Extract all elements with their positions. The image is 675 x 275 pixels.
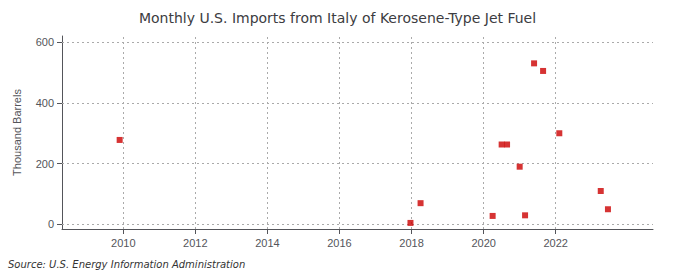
svg-text:2016: 2016 — [327, 237, 351, 249]
svg-text:Source: U.S. Energy Informatio: Source: U.S. Energy Information Administ… — [8, 259, 245, 270]
svg-text:2020: 2020 — [471, 237, 495, 249]
svg-text:2010: 2010 — [111, 237, 135, 249]
svg-text:2014: 2014 — [255, 237, 279, 249]
svg-text:2022: 2022 — [543, 237, 567, 249]
svg-text:Thousand Barrels: Thousand Barrels — [11, 89, 23, 176]
svg-text:200: 200 — [36, 158, 54, 170]
svg-text:2018: 2018 — [399, 237, 423, 249]
svg-text:0: 0 — [48, 218, 54, 230]
svg-text:600: 600 — [36, 36, 54, 48]
svg-text:2012: 2012 — [183, 237, 207, 249]
svg-text:Monthly U.S. Imports from Ital: Monthly U.S. Imports from Italy of Keros… — [139, 10, 536, 26]
svg-text:400: 400 — [36, 97, 54, 109]
